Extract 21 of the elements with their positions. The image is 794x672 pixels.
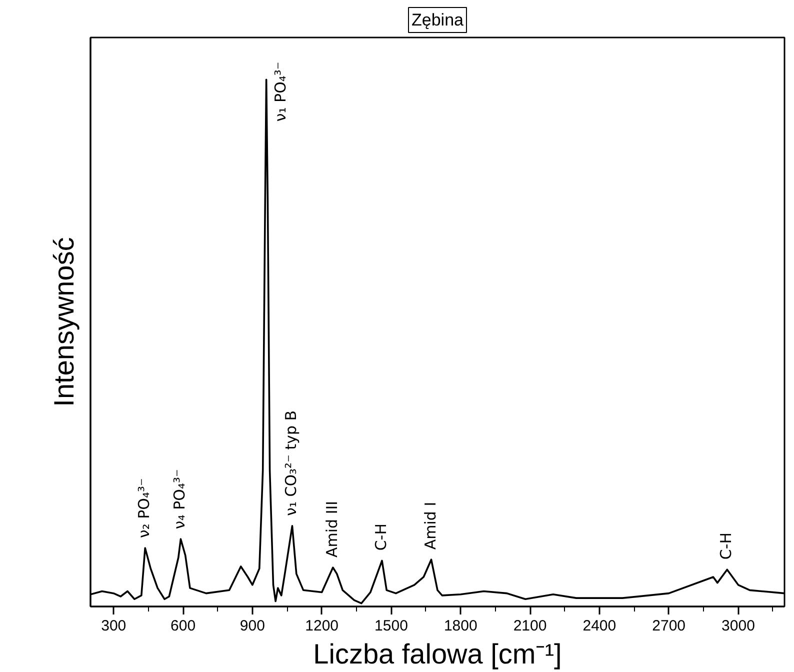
x-tick-label: 2100: [513, 618, 547, 634]
annotation: Amid I: [421, 502, 440, 550]
annotation: ν₁ PO₄³⁻: [271, 62, 290, 122]
y-axis-title: Intensywność: [48, 237, 80, 407]
x-tick-label: 3000: [722, 618, 755, 634]
x-tick-label: 1500: [374, 618, 408, 634]
x-tick-label: 600: [170, 618, 196, 634]
x-tick-label: 2700: [652, 618, 686, 634]
annotation: C-H: [372, 523, 390, 551]
chart-title: Zębina: [412, 10, 464, 30]
annotation: ν₁ CO₃²⁻ typ B: [282, 410, 300, 516]
annotation: ν₄ PO₄³⁻: [170, 469, 189, 530]
x-axis-title: Liczba falowa [cm⁻¹]: [313, 638, 562, 670]
x-tick-label: 300: [101, 618, 126, 634]
annotation: C-H: [717, 532, 736, 560]
x-tick-label: 1800: [444, 618, 478, 634]
annotation: Amid III: [322, 500, 341, 558]
x-tick-label: 1200: [305, 618, 339, 634]
annotation: ν₂ PO₄³⁻: [135, 478, 154, 538]
x-tick-label: 900: [240, 618, 265, 634]
x-tick-label: 2400: [582, 618, 616, 634]
